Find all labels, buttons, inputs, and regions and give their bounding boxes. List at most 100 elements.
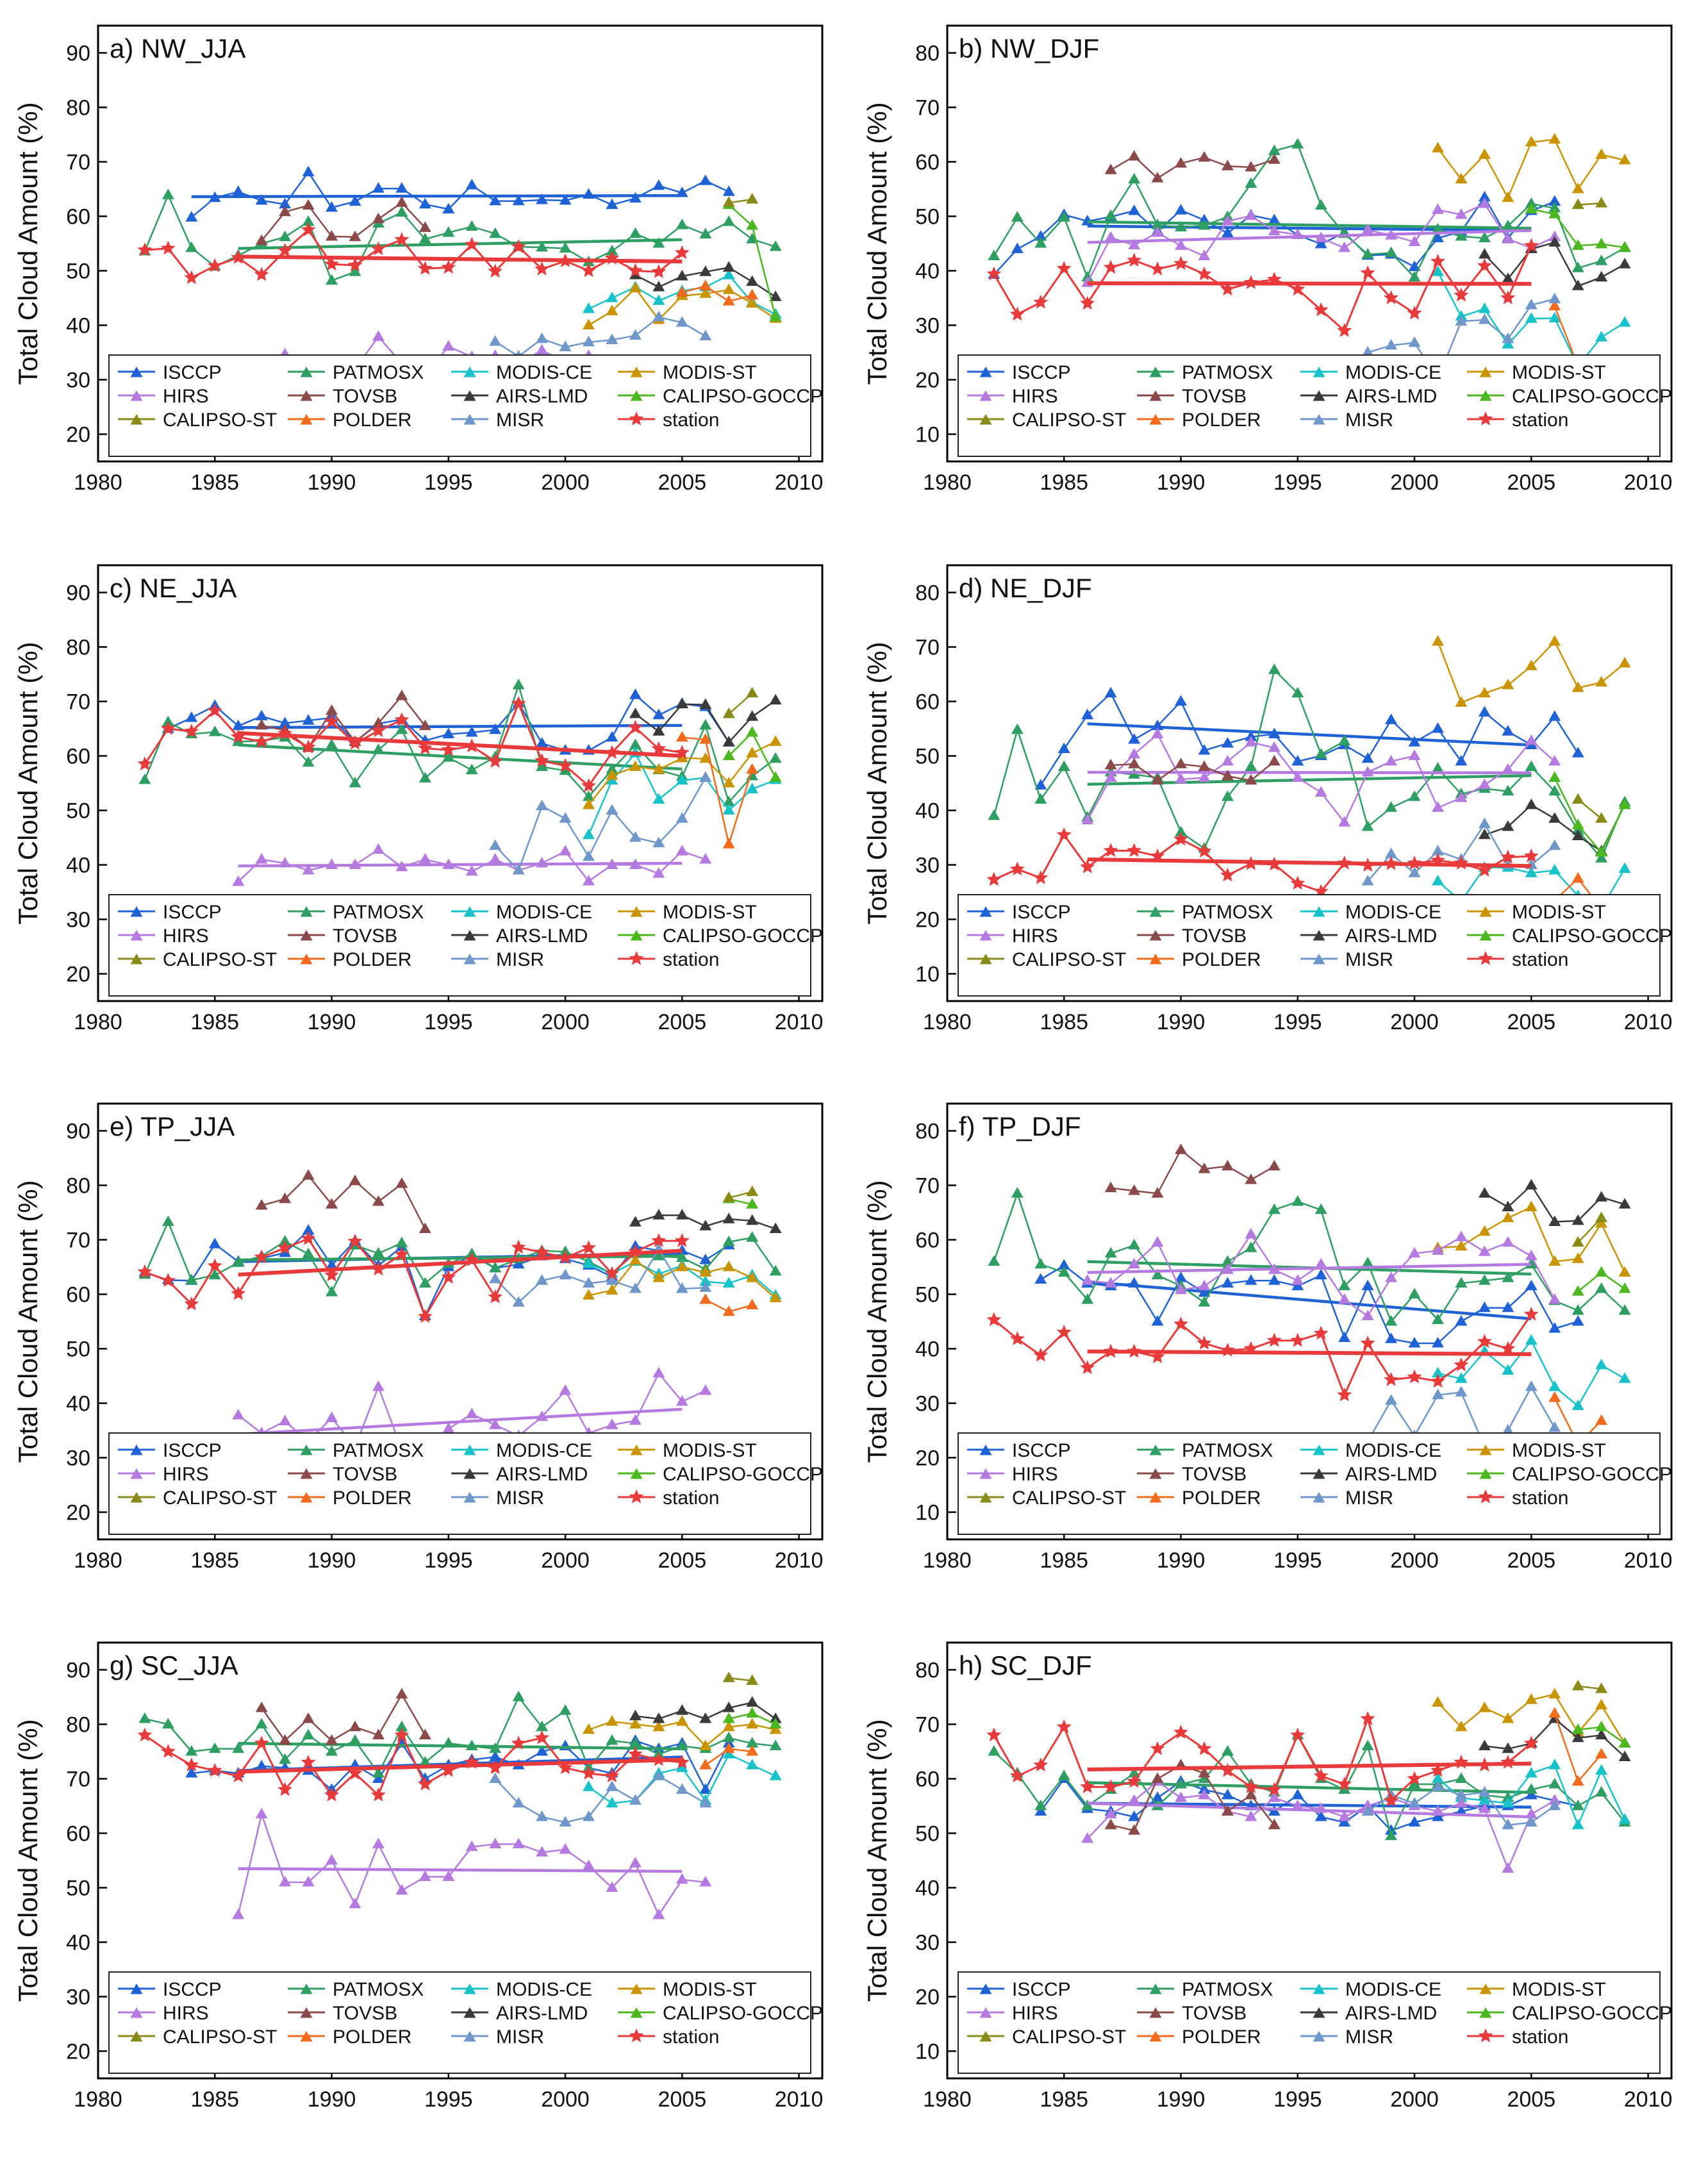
series-tovsb (255, 1169, 431, 1233)
legend-label: POLDER (333, 1487, 411, 1509)
data-point (1221, 1745, 1234, 1756)
legend-label: MODIS-ST (663, 362, 757, 383)
data-point (676, 1395, 688, 1406)
legend-label: PATMOSX (1182, 1440, 1273, 1461)
legend-label: MODIS-CE (496, 1440, 592, 1461)
data-point (1548, 201, 1561, 213)
data-point (1175, 695, 1188, 706)
x-tick-label: 2000 (541, 1548, 590, 1573)
y-tick-label: 70 (66, 1229, 90, 1253)
y-axis-label: Total Cloud Amount (%) (862, 642, 892, 924)
data-point (301, 1230, 316, 1245)
x-tick-label: 1990 (308, 1010, 356, 1034)
data-point (1571, 681, 1584, 692)
data-point (1525, 1250, 1538, 1261)
data-point (1618, 1813, 1631, 1824)
data-point (185, 241, 198, 253)
data-point (464, 1252, 479, 1266)
legend-item-airs-lmd: AIRS-LMD (451, 2003, 588, 2024)
data-point (1478, 817, 1491, 829)
data-point (1502, 1236, 1514, 1247)
x-tick-label: 1990 (1157, 1548, 1206, 1573)
data-point (676, 1251, 688, 1263)
data-point (1173, 1316, 1188, 1330)
data-point (1245, 1789, 1257, 1800)
data-point (629, 1857, 642, 1868)
data-point (1104, 1807, 1117, 1819)
data-point (1408, 866, 1421, 877)
data-point (746, 1298, 759, 1309)
data-point (1571, 198, 1584, 210)
data-point (488, 263, 503, 278)
data-point (582, 1810, 595, 1821)
legend-marker (1479, 930, 1492, 941)
x-tick-label: 2010 (775, 1548, 824, 1573)
legend-label: CALIPSO-GOCCP (1512, 2003, 1672, 2024)
data-point (676, 731, 688, 742)
data-point (326, 1259, 338, 1270)
y-tick-label: 40 (66, 854, 90, 878)
legend-item-hirs: HIRS (118, 386, 209, 407)
panel-f-tp-djf: 1980 1985 1990 1995 2000 2005 2010102030405060… (862, 1102, 1673, 1573)
data-point (699, 1876, 712, 1887)
legend-label: TOVSB (333, 1464, 397, 1485)
data-point (1618, 258, 1631, 269)
data-point (559, 340, 572, 351)
data-point (1057, 1266, 1070, 1277)
legend-marker (300, 1445, 313, 1455)
legend-marker (1149, 414, 1162, 425)
data-point (419, 853, 431, 864)
data-point (279, 230, 292, 242)
series-hirs (1081, 1228, 1561, 1320)
data-point (1291, 1195, 1304, 1206)
data-point (582, 1257, 595, 1268)
y-tick-label: 60 (66, 205, 90, 229)
data-point (1525, 799, 1538, 809)
data-point (184, 1296, 199, 1311)
data-point (184, 1757, 199, 1771)
legend-item-patmosx: PATMOSX (1137, 1979, 1273, 2000)
data-point (372, 1247, 385, 1258)
data-point (1548, 635, 1561, 646)
trend-line (1087, 1280, 1532, 1320)
data-point (1477, 1334, 1492, 1348)
data-point (279, 717, 292, 727)
panel-b-nw-djf: 1980 1985 1990 1995 2000 2005 2010102030405060… (862, 24, 1673, 495)
series-line (144, 682, 776, 804)
series-modis-st (582, 1715, 782, 1750)
data-point (395, 206, 408, 217)
data-point (395, 1177, 408, 1188)
data-point (699, 279, 712, 290)
legend-item-polder: POLDER (288, 1487, 411, 1509)
data-point (606, 1780, 618, 1791)
data-point (1618, 799, 1631, 809)
x-tick-label: 1995 (424, 1548, 473, 1573)
data-point (582, 1289, 595, 1300)
data-point (1478, 1187, 1491, 1198)
data-point (1361, 1279, 1374, 1291)
data-point (1081, 270, 1094, 282)
data-point (676, 812, 688, 823)
data-point (1198, 151, 1211, 162)
legend-marker (463, 930, 476, 941)
data-point (1080, 295, 1095, 310)
data-point (1523, 1736, 1539, 1750)
data-point (207, 1258, 222, 1272)
data-point (1128, 1277, 1141, 1288)
legend-item-tovsb: TOVSB (288, 386, 397, 407)
data-point (722, 1748, 735, 1759)
data-point (1175, 220, 1188, 231)
data-point (1478, 1739, 1491, 1750)
legend-item-modis-ce: MODIS-CE (451, 1979, 592, 2000)
data-point (559, 1384, 572, 1395)
data-point (372, 1380, 385, 1391)
y-axis-label: Total Cloud Amount (%) (13, 1180, 43, 1462)
y-tick-label: 50 (66, 260, 90, 284)
data-point (1502, 679, 1514, 690)
legend-label: station (663, 2026, 719, 2048)
data-point (1548, 1759, 1561, 1769)
data-point (1502, 1712, 1514, 1723)
data-point (1430, 852, 1445, 867)
data-point (371, 241, 386, 256)
series-modis-st (1431, 133, 1631, 203)
